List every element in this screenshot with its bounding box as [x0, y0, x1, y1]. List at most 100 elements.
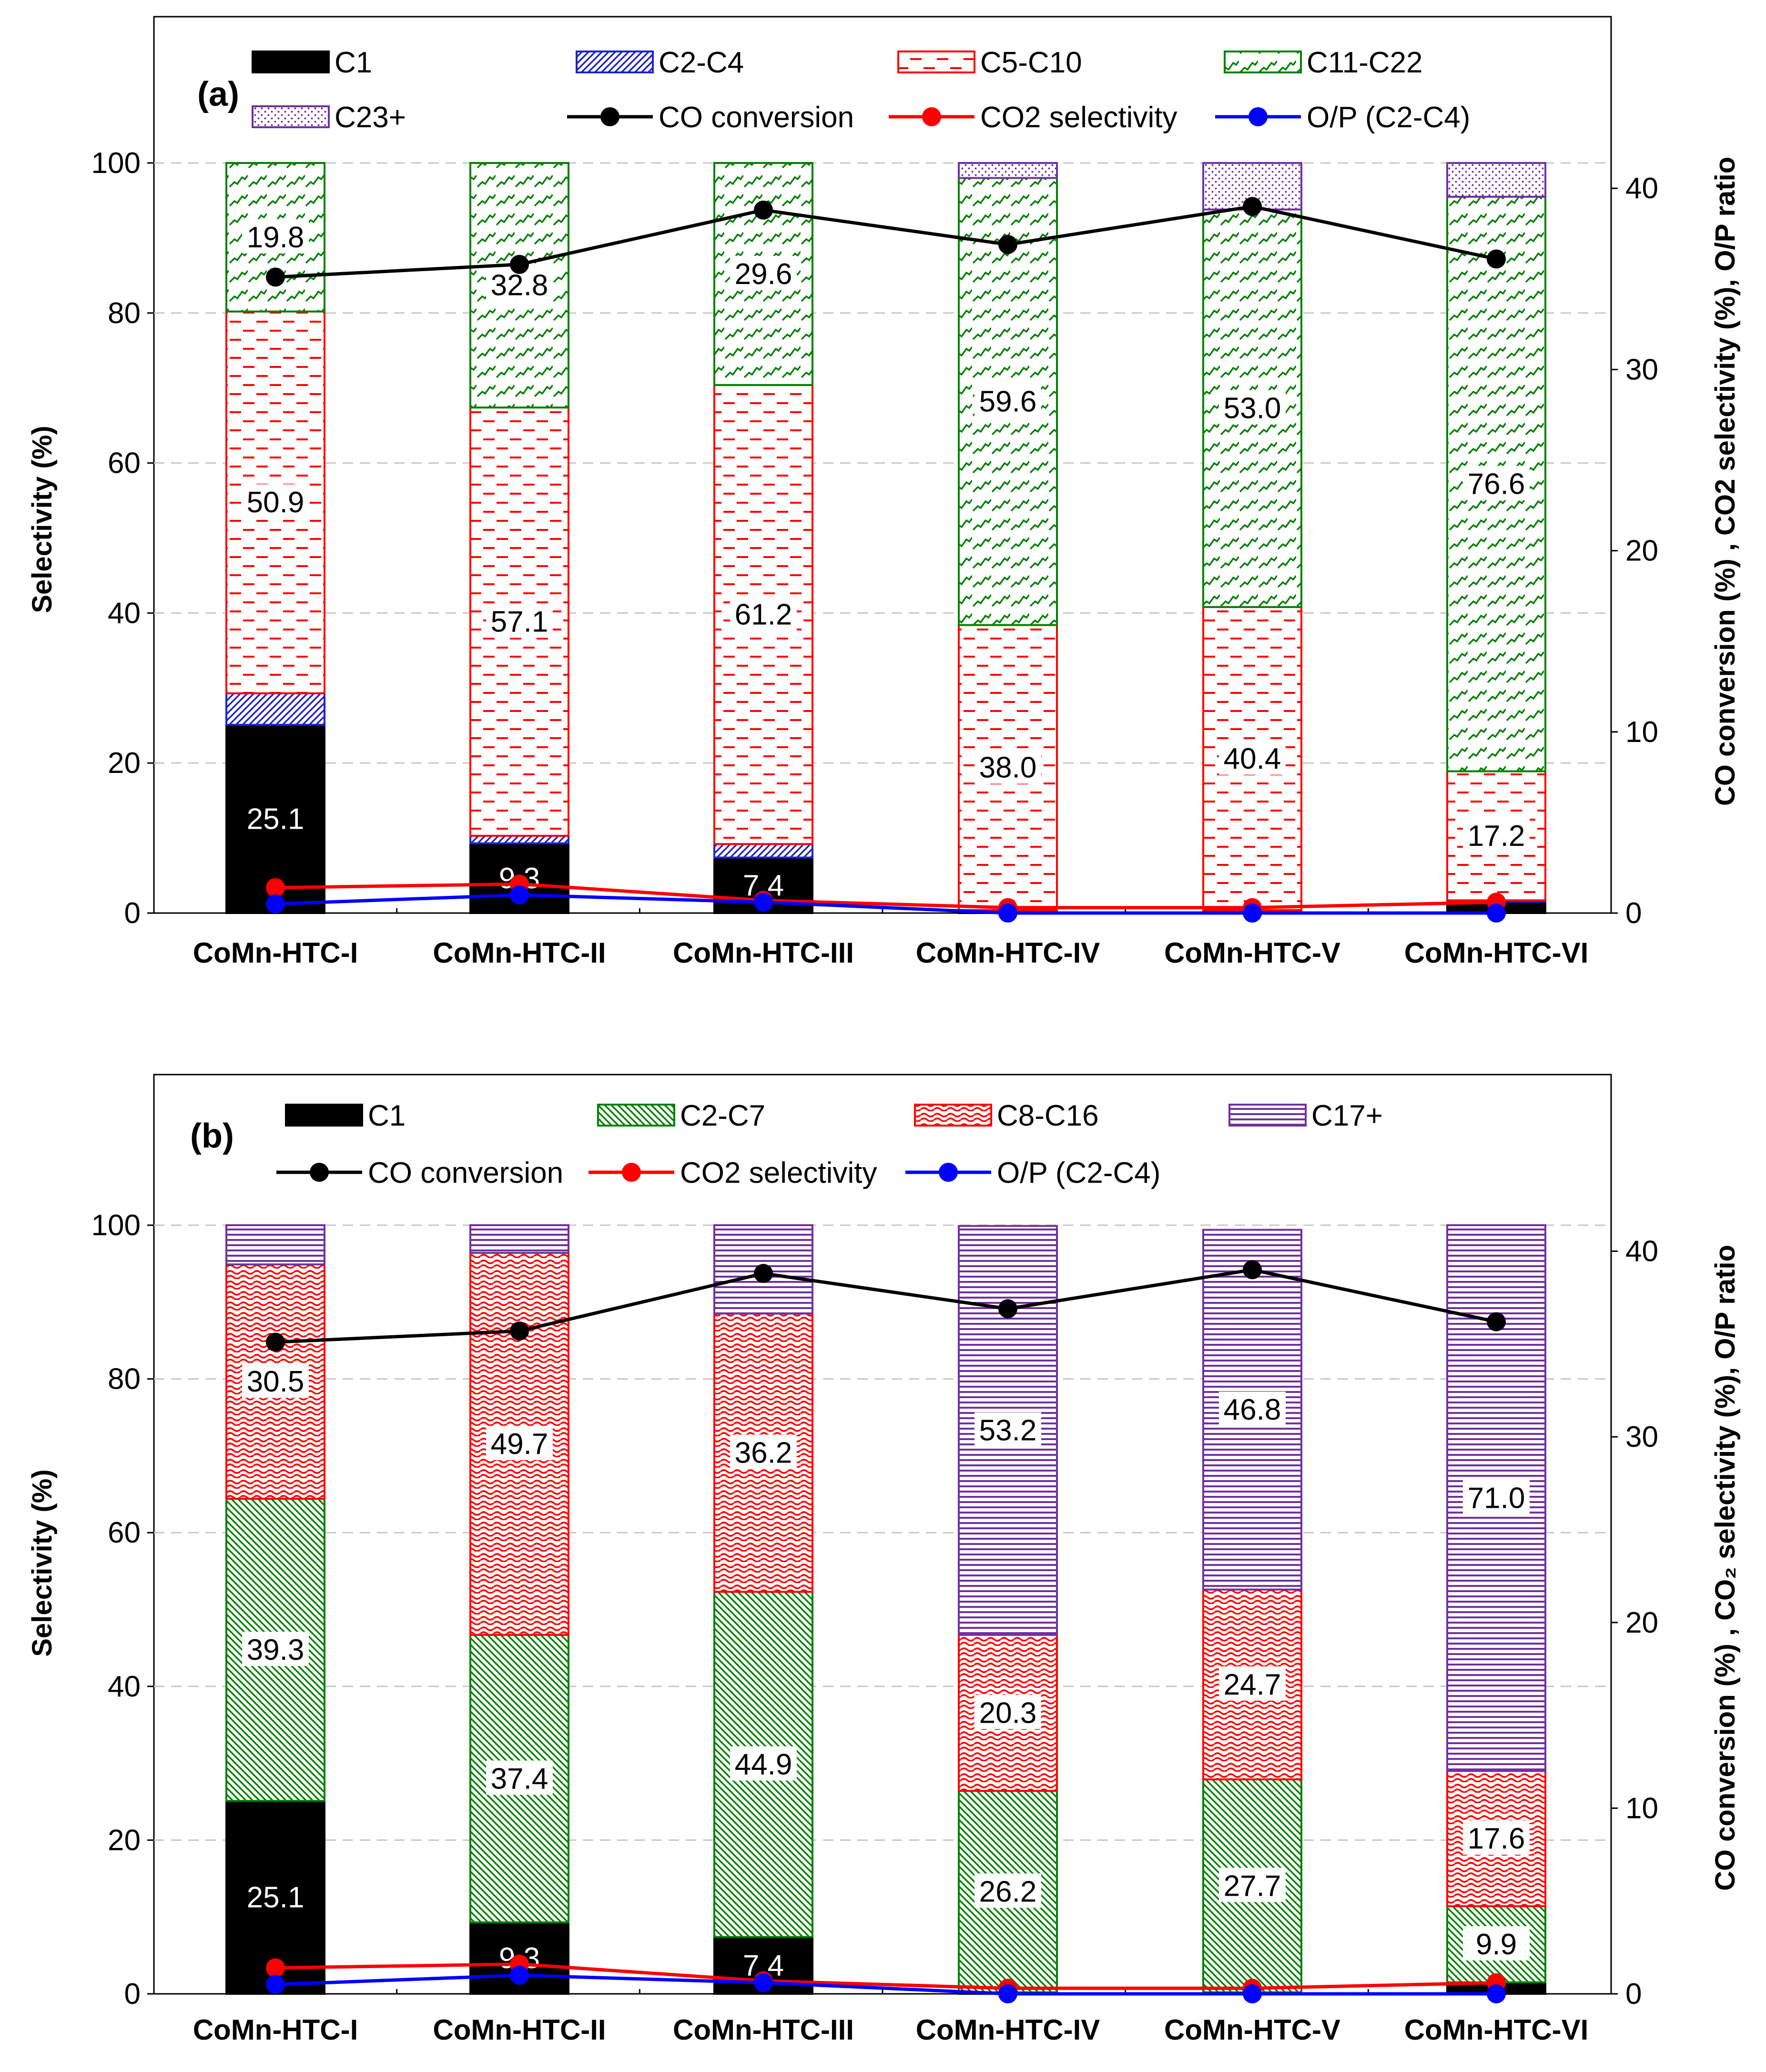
data-label-c5-c10-comn-htc-ii: 57.1 [491, 606, 548, 639]
y-tick-label: 100 [91, 1209, 141, 1242]
marker-co-conversion-comn-htc-vi [1487, 249, 1506, 269]
marker-co-conversion-comn-htc-iv [998, 235, 1017, 254]
data-label-bg [1463, 466, 1530, 500]
marker-co-conversion-comn-htc-v [1243, 197, 1262, 216]
data-label-c5-c10-comn-htc-vi: 17.2 [1468, 820, 1525, 853]
marker-o-p-c2-c4-comn-htc-i [266, 1975, 285, 1994]
data-label-bg [974, 749, 1041, 784]
y2-tick-label: 40 [1625, 172, 1658, 205]
legend-label-o-p-c2-c4: O/P (C2-C4) [997, 1157, 1160, 1189]
data-label-c5-c10-comn-htc-iii: 61.2 [735, 599, 792, 631]
marker-co-conversion-comn-htc-i [266, 267, 285, 287]
chart-panel-a: 02040608010001020304025.150.919.89.357.1… [27, 16, 1741, 969]
marker-o-p-c2-c4-comn-htc-iii [754, 1973, 773, 1992]
marker-co2-selectivity-comn-htc-i [266, 878, 285, 897]
data-label-c2-c7-comn-htc-iii: 44.9 [735, 1748, 792, 1781]
data-label-c1-comn-htc-i: 25.1 [247, 802, 304, 835]
legend-swatch-c2-c7 [597, 1104, 675, 1127]
marker-o-p-c2-c4-comn-htc-vi [1487, 904, 1506, 923]
marker-o-p-c2-c4-comn-htc-v [1243, 1984, 1262, 2003]
data-label-bg [1219, 740, 1286, 775]
category-label-comn-htc-ii: CoMn-HTC-II [433, 937, 606, 969]
data-label-bg [242, 219, 309, 254]
y-tick-label: 60 [108, 1516, 141, 1549]
data-label-bg [1463, 1926, 1530, 1960]
data-label-c8-c16-comn-htc-v: 24.7 [1224, 1668, 1281, 1701]
category-label-comn-htc-ii: CoMn-HTC-II [433, 2014, 606, 2046]
marker-o-p-c2-c4-comn-htc-iv [998, 1984, 1017, 2003]
marker-co-conversion-comn-htc-iii [754, 1264, 773, 1283]
data-label-bg [974, 1695, 1041, 1729]
y2-tick-label: 20 [1625, 1606, 1658, 1639]
y2-tick-label: 0 [1625, 1978, 1642, 2011]
legend-item-c5-c10: C5-C10 [897, 46, 1082, 79]
bar-c23-comn-htc-vi [1446, 162, 1546, 198]
data-label-bg [486, 603, 553, 638]
plot-frame [153, 1074, 1612, 1995]
y2-tick-label: 30 [1625, 1421, 1658, 1453]
data-label-c2-c7-comn-htc-v: 27.7 [1224, 1869, 1281, 1902]
bar-c2-c4-comn-htc-iii [713, 843, 813, 859]
data-label-c8-c16-comn-htc-iv: 20.3 [979, 1696, 1037, 1729]
legend-label-o-p-c2-c4: O/P (C2-C4) [1307, 101, 1470, 134]
data-label-bg [730, 1434, 797, 1469]
y-axis-title: Selectivity (%) [27, 1469, 58, 1656]
chart-panels: 02040608010001020304025.150.919.89.357.1… [27, 16, 1741, 2046]
data-label-bg [974, 383, 1041, 418]
marker-o-p-c2-c4-comn-htc-ii [510, 1966, 529, 1985]
data-label-c8-c16-comn-htc-i: 30.5 [247, 1365, 304, 1398]
legend-swatch-c23 [252, 105, 330, 128]
legend-label-c23: C23+ [335, 101, 406, 134]
legend-swatch-c1 [252, 51, 330, 73]
legend-item-o-p-c2-c4: O/P (C2-C4) [905, 1157, 1160, 1189]
legend-marker-o-p-c2-c4 [1248, 107, 1268, 126]
legend-swatch-c17 [1228, 1104, 1307, 1127]
marker-o-p-c2-c4-comn-htc-iii [754, 893, 773, 912]
y-tick-label: 20 [108, 1824, 141, 1857]
data-label-bg [242, 1363, 309, 1398]
y2-tick-label: 30 [1625, 353, 1658, 386]
data-label-c8-c16-comn-htc-iii: 36.2 [735, 1436, 792, 1469]
panel-label: (a) [197, 75, 239, 113]
data-label-c5-c10-comn-htc-i: 50.9 [247, 486, 304, 519]
y2-tick-label: 20 [1625, 535, 1658, 568]
legend-label-co2-selectivity: CO2 selectivity [980, 101, 1177, 134]
y-tick-label: 80 [108, 1363, 141, 1396]
data-label-bg [1463, 1820, 1530, 1855]
legend-item-c11-c22: C11-C22 [1224, 46, 1423, 79]
marker-co-conversion-comn-htc-vi [1487, 1312, 1506, 1331]
category-label-comn-htc-i: CoMn-HTC-I [193, 937, 358, 969]
legend-marker-co2-selectivity [922, 107, 941, 126]
data-label-c17-comn-htc-iv: 53.2 [979, 1414, 1037, 1447]
legend-item-c1: C1 [285, 1099, 406, 1132]
data-label-bg [974, 1412, 1041, 1447]
y2-axis-title: CO conversion (%) , CO₂ selectivity (%),… [1710, 1245, 1741, 1891]
legend-label-c5-c10: C5-C10 [980, 46, 1082, 79]
data-label-c11-c22-comn-htc-ii: 32.8 [491, 269, 548, 302]
category-label-comn-htc-vi: CoMn-HTC-VI [1404, 2014, 1589, 2046]
category-label-comn-htc-v: CoMn-HTC-V [1164, 2014, 1340, 2046]
marker-co2-selectivity-comn-htc-i [266, 1958, 285, 1978]
data-label-bg [1219, 1391, 1286, 1426]
data-label-c11-c22-comn-htc-i: 19.8 [247, 221, 304, 254]
legend-label-co-conversion: CO conversion [659, 101, 854, 134]
legend-item-c17: C17+ [1228, 1099, 1383, 1132]
marker-co-conversion-comn-htc-iii [754, 200, 773, 220]
legend-item-c2-c7: C2-C7 [597, 1099, 765, 1132]
legend-item-c23: C23+ [252, 101, 406, 134]
y2-tick-label: 0 [1625, 897, 1642, 930]
legend-label-c1: C1 [368, 1099, 406, 1132]
legend-item-co-conversion: CO conversion [567, 101, 854, 134]
legend-item-co2-selectivity: CO2 selectivity [889, 101, 1177, 134]
y2-tick-label: 10 [1625, 1792, 1658, 1825]
data-label-c1-comn-htc-i: 25.1 [247, 1881, 304, 1914]
y-tick-label: 0 [124, 897, 141, 930]
data-label-bg [1219, 390, 1286, 425]
category-label-comn-htc-iv: CoMn-HTC-IV [916, 937, 1100, 969]
legend-item-co-conversion: CO conversion [276, 1157, 563, 1189]
bar-c2-c4-comn-htc-ii [469, 834, 569, 844]
data-label-bg [1219, 1666, 1286, 1701]
data-label-c8-c16-comn-htc-ii: 49.7 [491, 1428, 548, 1461]
y-tick-label: 40 [108, 597, 141, 630]
